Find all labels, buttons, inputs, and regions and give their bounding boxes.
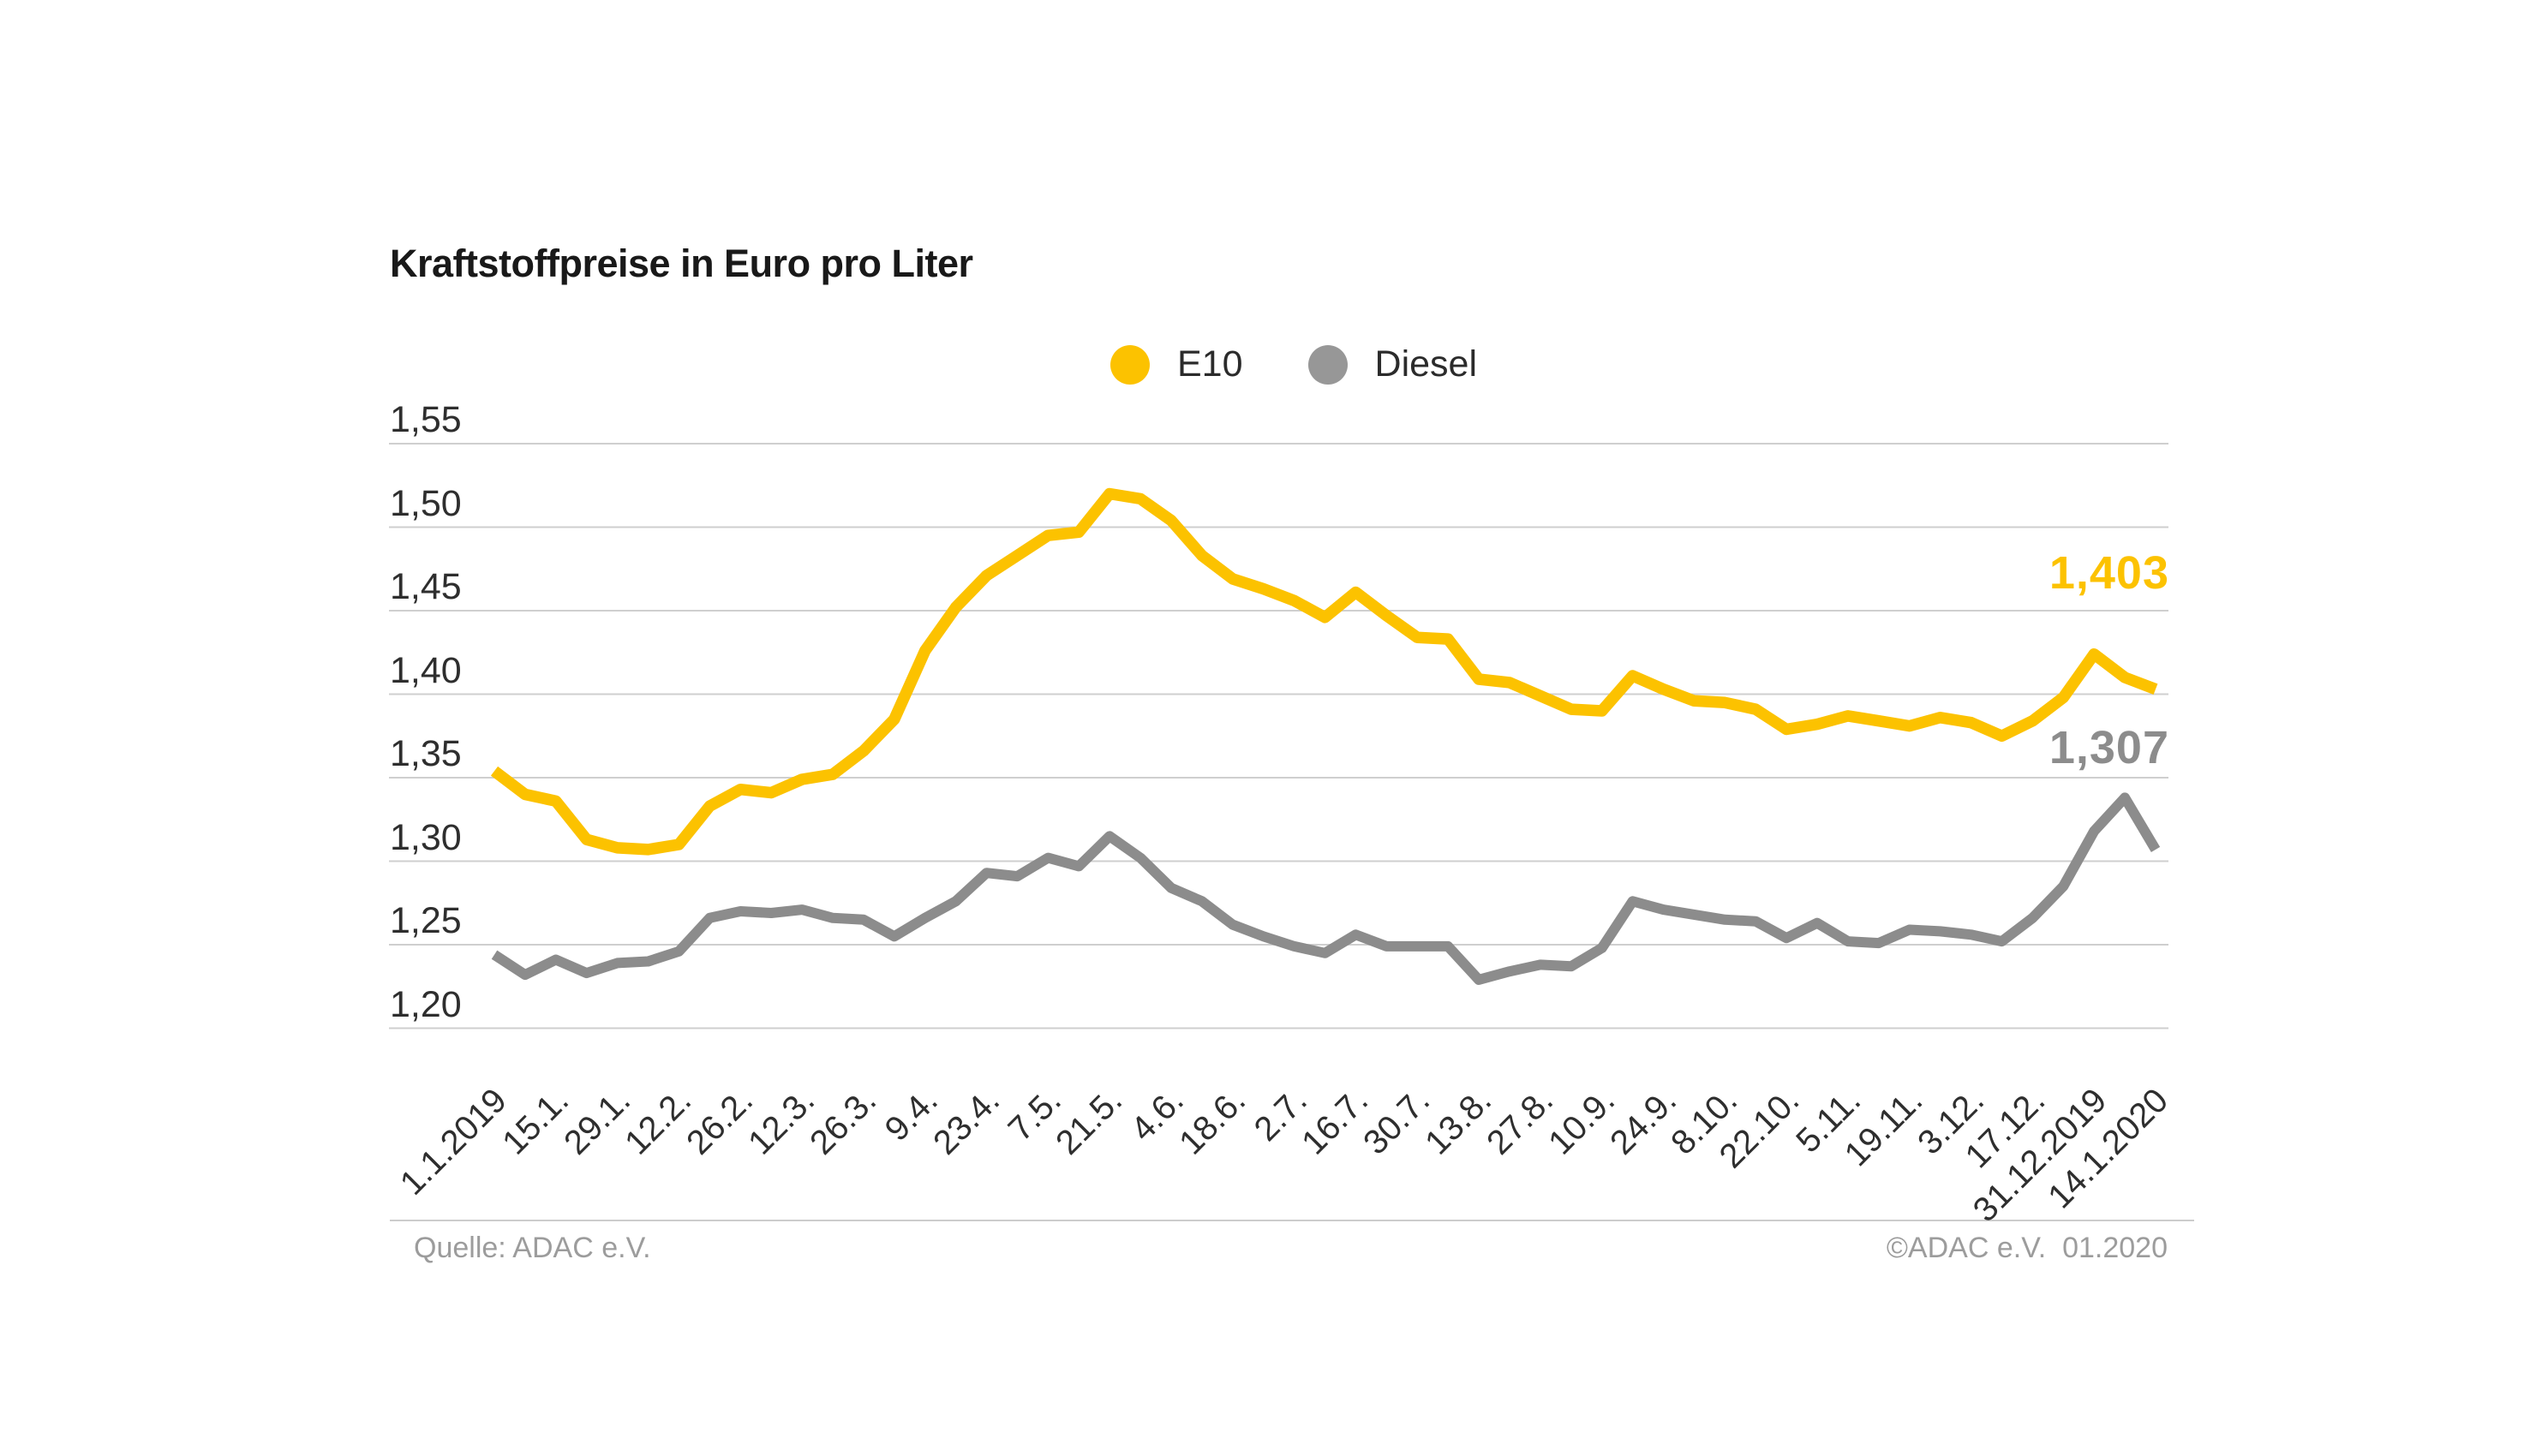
y-tick-label: 1,20 [390,983,462,1025]
e10-end-value-label: 1,403 [2049,547,2169,599]
chart-legend: E10 Diesel [1110,343,1477,385]
legend-item-diesel: Diesel [1307,343,1478,385]
y-tick-label: 1,50 [390,482,462,524]
diesel-line [491,792,2161,985]
y-tick-label: 1,25 [390,900,462,941]
y-tick-label: 1,35 [390,733,462,774]
page-title: Kraftstoffpreise in Euro pro Liter [390,242,973,285]
legend-label-e10: E10 [1177,343,1243,385]
copyright-note: ©ADAC e.V. 01.2020 [1886,1232,2168,1264]
y-tick-label: 1,30 [390,816,462,858]
diesel-end-value-label: 1,307 [2049,722,2169,773]
y-tick-label: 1,40 [390,649,462,691]
legend-item-e10: E10 [1110,343,1243,385]
source-note: Quelle: ADAC e.V. [414,1232,651,1264]
e10-color-dot-icon [1110,344,1150,385]
footer-divider [390,1220,2194,1221]
diesel-color-dot-icon [1307,344,1348,385]
e10-line [490,487,2158,856]
legend-label-diesel: Diesel [1374,343,1478,385]
y-tick-label: 1,55 [390,399,462,440]
y-tick-label: 1,45 [390,566,462,607]
